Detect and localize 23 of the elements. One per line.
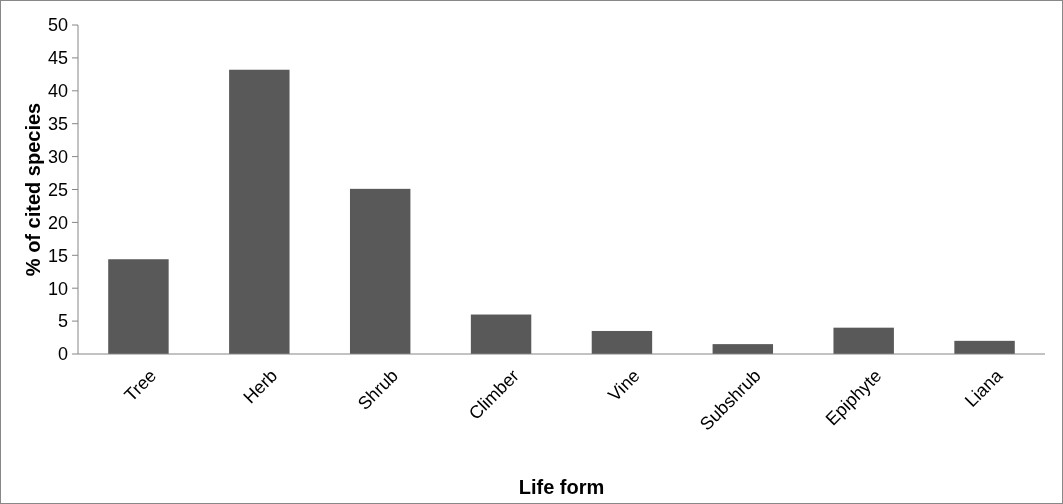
bar [591, 330, 653, 354]
y-tick-label: 10 [47, 278, 68, 299]
x-tick-label: Vine [604, 365, 644, 405]
y-tick-label: 45 [47, 48, 68, 69]
y-axis-title: % of cited species [22, 102, 44, 277]
y-tick-label: 20 [47, 212, 68, 233]
x-axis-title: Life form [518, 476, 605, 498]
bar [712, 344, 774, 354]
y-tick-label: 50 [47, 15, 68, 36]
bar [954, 340, 1015, 354]
y-tick-label: 5 [57, 311, 68, 332]
bar [349, 188, 411, 354]
y-tick-label: 25 [47, 179, 68, 200]
bar [470, 314, 532, 354]
y-tick-label: 15 [47, 245, 68, 266]
y-tick-label: 40 [47, 81, 68, 102]
bar [108, 259, 169, 354]
y-tick-label: 35 [47, 114, 68, 134]
y-tick-label: 30 [47, 146, 68, 167]
y-tick-label: 0 [57, 344, 68, 365]
x-tick-label: Tree [120, 365, 161, 406]
bar [833, 327, 894, 354]
bar [229, 69, 290, 354]
